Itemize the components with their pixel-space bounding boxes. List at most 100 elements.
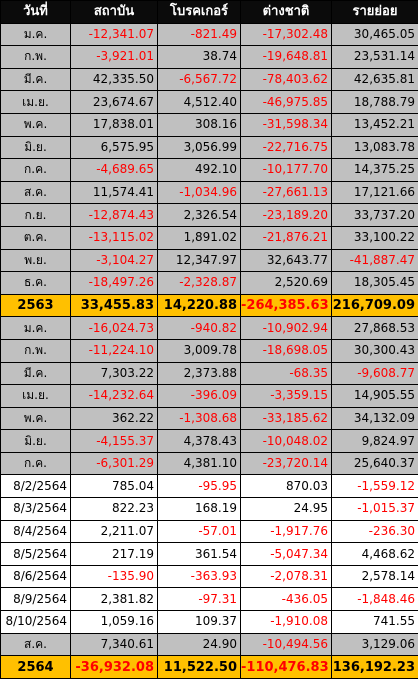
row-label: มิ.ย. — [1, 136, 71, 159]
retail-cell: 13,083.78 — [332, 136, 418, 159]
broker-cell: -940.82 — [158, 317, 241, 340]
foreign-cell: -21,876.21 — [241, 226, 332, 249]
row-label: 8/3/2564 — [1, 498, 71, 521]
foreign-cell: -1,917.76 — [241, 520, 332, 543]
row-label: มี.ค. — [1, 68, 71, 91]
retail-cell: 14,905.55 — [332, 385, 418, 408]
foreign-cell: -10,177.70 — [241, 159, 332, 182]
retail-cell: 9,824.97 — [332, 430, 418, 453]
foreign-cell: -10,048.02 — [241, 430, 332, 453]
row-label: 8/5/2564 — [1, 543, 71, 566]
foreign-cell: -23,720.14 — [241, 452, 332, 475]
broker-cell: -6,567.72 — [158, 68, 241, 91]
retail-cell: 30,465.05 — [332, 23, 418, 46]
row-label: ก.ค. — [1, 159, 71, 182]
foreign-cell: 32,643.77 — [241, 249, 332, 272]
foreign-cell: -19,648.81 — [241, 46, 332, 69]
row-label: ก.ค. — [1, 452, 71, 475]
institution-cell: -4,689.65 — [71, 159, 158, 182]
foreign-cell: 24.95 — [241, 498, 332, 521]
broker-cell: -95.95 — [158, 475, 241, 498]
retail-cell: 33,737.20 — [332, 204, 418, 227]
institution-cell: 42,335.50 — [71, 68, 158, 91]
broker-cell: 3,056.99 — [158, 136, 241, 159]
institution-cell: -18,497.26 — [71, 272, 158, 295]
row-label: พ.ค. — [1, 407, 71, 430]
institution-cell: -6,301.29 — [71, 452, 158, 475]
row-label: พ.ค. — [1, 113, 71, 136]
retail-cell: 23,531.14 — [332, 46, 418, 69]
retail-cell: 216,709.09 — [332, 294, 418, 317]
retail-cell: 30,300.43 — [332, 339, 418, 362]
institution-cell: -13,115.02 — [71, 226, 158, 249]
retail-cell: 27,868.53 — [332, 317, 418, 340]
row-label: มิ.ย. — [1, 430, 71, 453]
header-row: วันที่ สถาบัน โบรคเกอร์ ต่างชาติ รายย่อย — [1, 1, 418, 24]
retail-cell: 34,132.09 — [332, 407, 418, 430]
header-date: วันที่ — [1, 1, 71, 24]
header-foreign: ต่างชาติ — [241, 1, 332, 24]
institution-cell: -4,155.37 — [71, 430, 158, 453]
institution-cell: 17,838.01 — [71, 113, 158, 136]
foreign-cell: -23,189.20 — [241, 204, 332, 227]
institution-cell: -11,224.10 — [71, 339, 158, 362]
row-label: เม.ย. — [1, 385, 71, 408]
institution-cell: 785.04 — [71, 475, 158, 498]
row-label: มี.ค. — [1, 362, 71, 385]
row-label: 2563 — [1, 294, 71, 317]
row-label: ก.พ. — [1, 46, 71, 69]
foreign-cell: -27,661.13 — [241, 181, 332, 204]
foreign-cell: -5,047.34 — [241, 543, 332, 566]
broker-cell: 2,326.54 — [158, 204, 241, 227]
retail-cell: 17,121.66 — [332, 181, 418, 204]
header-broker: โบรคเกอร์ — [158, 1, 241, 24]
retail-cell: -1,848.46 — [332, 588, 418, 611]
retail-cell: 2,578.14 — [332, 565, 418, 588]
row-label: 8/9/2564 — [1, 588, 71, 611]
retail-cell: 741.55 — [332, 611, 418, 634]
institution-cell: 23,674.67 — [71, 91, 158, 114]
foreign-cell: -18,698.05 — [241, 339, 332, 362]
institution-cell: -14,232.64 — [71, 385, 158, 408]
broker-cell: -97.31 — [158, 588, 241, 611]
institution-cell: 11,574.41 — [71, 181, 158, 204]
foreign-cell: -110,476.83 — [241, 656, 332, 679]
row-label: พ.ย. — [1, 249, 71, 272]
retail-cell: -1,559.12 — [332, 475, 418, 498]
broker-cell: 361.54 — [158, 543, 241, 566]
institution-cell: -135.90 — [71, 565, 158, 588]
retail-cell: 18,305.45 — [332, 272, 418, 295]
foreign-cell: -436.05 — [241, 588, 332, 611]
institution-cell: 217.19 — [71, 543, 158, 566]
header-institution: สถาบัน — [71, 1, 158, 24]
retail-cell: -41,887.47 — [332, 249, 418, 272]
row-label: ส.ค. — [1, 181, 71, 204]
retail-cell: -236.30 — [332, 520, 418, 543]
retail-cell: 33,100.22 — [332, 226, 418, 249]
institution-cell: 2,211.07 — [71, 520, 158, 543]
broker-cell: 4,512.40 — [158, 91, 241, 114]
retail-cell: 42,635.81 — [332, 68, 418, 91]
foreign-cell: -264,385.63 — [241, 294, 332, 317]
broker-cell: 168.19 — [158, 498, 241, 521]
broker-cell: -363.93 — [158, 565, 241, 588]
broker-cell: 38.74 — [158, 46, 241, 69]
retail-cell: -9,608.77 — [332, 362, 418, 385]
foreign-cell: -2,078.31 — [241, 565, 332, 588]
row-label: ธ.ค. — [1, 272, 71, 295]
retail-cell: -1,015.37 — [332, 498, 418, 521]
